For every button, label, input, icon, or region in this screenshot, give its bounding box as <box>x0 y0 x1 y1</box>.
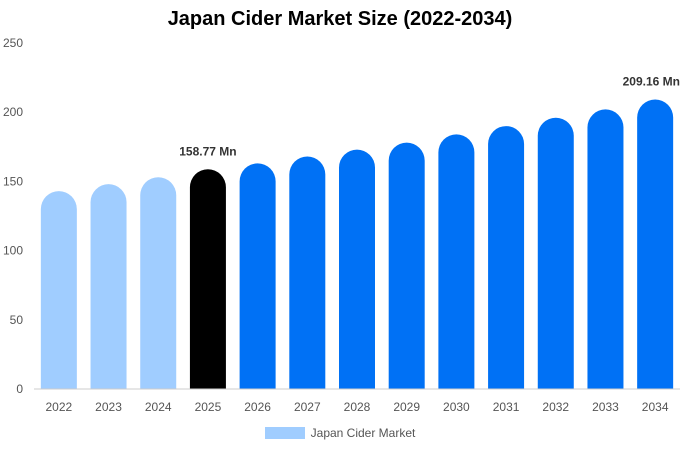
y-tick-label: 50 <box>10 313 24 327</box>
chart-title: Japan Cider Market Size (2022-2034) <box>167 8 513 30</box>
y-tick-label: 150 <box>3 174 23 188</box>
y-tick-label: 200 <box>3 105 23 119</box>
bar-2022 <box>40 191 77 389</box>
bar-2030 <box>438 134 475 389</box>
y-tick-label: 100 <box>3 244 23 258</box>
x-tick-label: 2028 <box>344 400 371 414</box>
data-label-2025: 158.77 Mn <box>179 144 236 158</box>
y-axis: 0 50 100 150 200 250 <box>3 36 23 396</box>
bar-2028 <box>339 149 375 389</box>
bar-2025 <box>189 169 226 389</box>
bar-2023 <box>90 184 127 389</box>
bar-chart: 0 50 100 150 200 250 2022 2023 2024 2025 2026 2027… <box>3 36 680 414</box>
data-label-2034: 209.16 Mn <box>623 75 680 89</box>
bar-2033 <box>587 109 624 389</box>
data-labels-group: 158.77 Mn 209.16 Mn <box>179 75 680 159</box>
x-tick-label: 2031 <box>493 400 520 414</box>
legend-swatch <box>264 427 305 439</box>
x-tick-label: 2025 <box>195 400 222 414</box>
x-tick-label: 2033 <box>592 400 619 414</box>
bar-2029 <box>388 142 425 389</box>
legend: Japan Cider Market <box>0 426 680 440</box>
x-tick-label: 2023 <box>95 400 122 414</box>
bars-group <box>40 99 674 390</box>
x-tick-label: 2030 <box>443 400 470 414</box>
x-tick-label: 2026 <box>244 400 271 414</box>
x-tick-label: 2034 <box>642 400 669 414</box>
legend-label: Japan Cider Market <box>310 426 416 440</box>
bar-2024 <box>140 177 177 389</box>
x-axis: 2022 2023 2024 2025 2026 2027 2028 2029 2030 2031… <box>34 388 680 414</box>
bar-2031 <box>488 126 525 389</box>
y-tick-label: 250 <box>3 36 23 50</box>
bar-2034 <box>637 99 674 390</box>
y-tick-label: 0 <box>16 382 23 396</box>
x-tick-label: 2022 <box>45 400 72 414</box>
bar-2026 <box>239 163 276 389</box>
x-tick-label: 2024 <box>145 400 172 414</box>
x-tick-label: 2029 <box>393 400 420 414</box>
bar-2027 <box>289 156 326 389</box>
x-tick-label: 2032 <box>542 400 569 414</box>
bar-2032 <box>537 117 574 389</box>
x-tick-label: 2027 <box>294 400 321 414</box>
